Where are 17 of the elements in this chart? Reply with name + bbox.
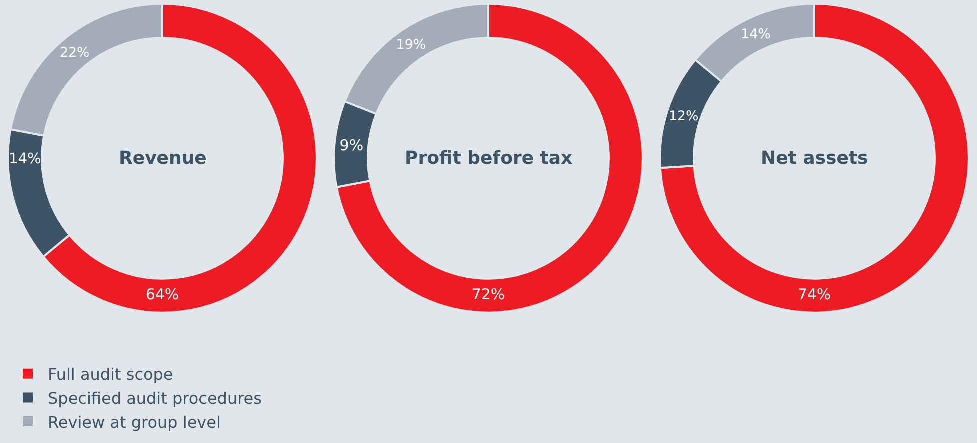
text: Profit before tax xyxy=(405,148,574,169)
data-label: 9% xyxy=(340,136,364,154)
donut-slice xyxy=(659,3,970,314)
text: Revenue xyxy=(119,148,207,169)
text: Net assets xyxy=(761,148,868,169)
data-label: 14% xyxy=(9,150,42,168)
legend-label: Review at group level xyxy=(48,412,221,432)
data-label: 64% xyxy=(146,286,180,304)
data-label: 74% xyxy=(798,286,832,304)
legend-label: Full audit scope xyxy=(48,365,174,384)
data-label: 14% xyxy=(741,28,772,43)
data-label: 22% xyxy=(60,46,90,62)
data-label: 72% xyxy=(472,286,506,304)
legend-label: Specified audit procedures xyxy=(48,388,262,408)
data-label: 12% xyxy=(668,109,699,124)
donut-slice xyxy=(336,3,644,314)
data-label: 19% xyxy=(396,38,426,54)
